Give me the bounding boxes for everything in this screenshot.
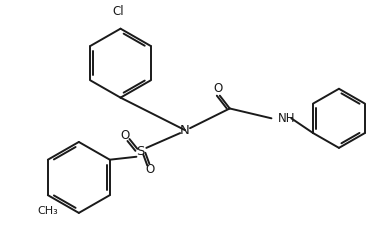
Text: CH₃: CH₃	[38, 206, 58, 216]
Text: O: O	[213, 82, 222, 95]
Text: N: N	[180, 124, 190, 137]
Text: Cl: Cl	[113, 5, 125, 18]
Text: O: O	[146, 163, 155, 176]
Text: NH: NH	[277, 112, 295, 125]
Text: O: O	[121, 128, 130, 142]
Text: S: S	[136, 145, 145, 158]
